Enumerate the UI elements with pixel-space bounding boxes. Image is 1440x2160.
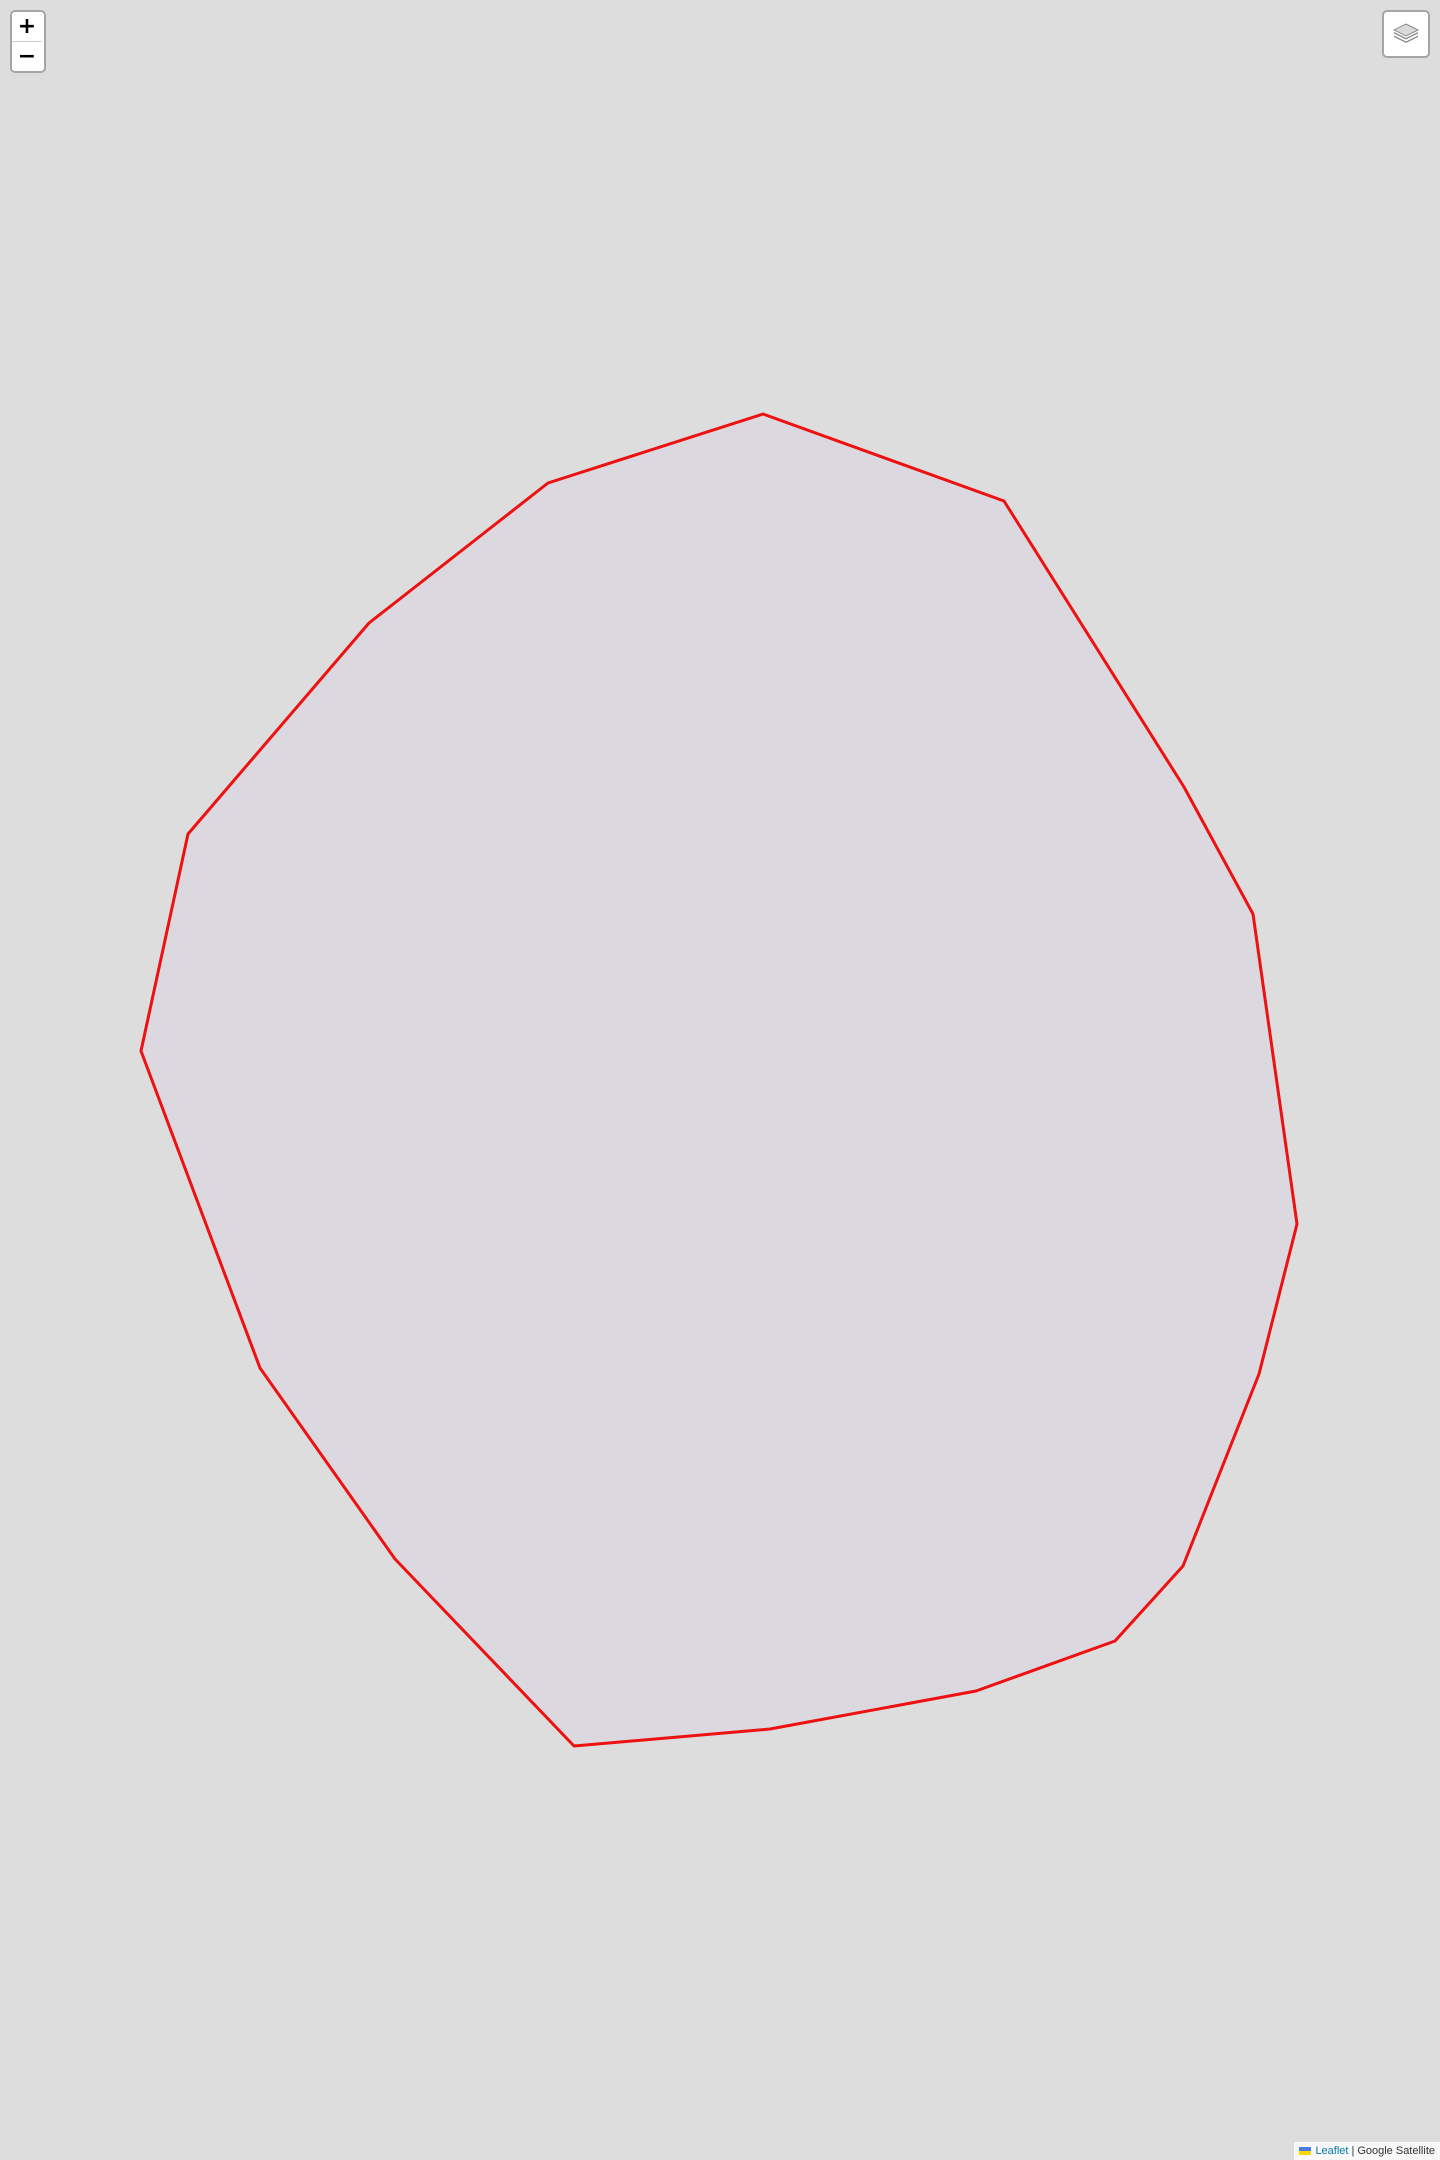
- layers-icon: [1392, 23, 1420, 43]
- provider-label: Google Satellite: [1357, 2145, 1435, 2157]
- attribution-separator: |: [1351, 2145, 1355, 2157]
- boundary-polygon[interactable]: [139, 412, 1299, 1748]
- ukraine-flag-icon: [1299, 2147, 1312, 2155]
- zoom-out-button[interactable]: −: [12, 41, 42, 71]
- map-attribution: Leaflet | Google Satellite: [1294, 2142, 1440, 2160]
- zoom-in-button[interactable]: +: [12, 12, 42, 41]
- zoom-control: + −: [10, 10, 46, 73]
- layers-button[interactable]: [1382, 10, 1430, 58]
- leaflet-link[interactable]: Leaflet: [1315, 2145, 1349, 2157]
